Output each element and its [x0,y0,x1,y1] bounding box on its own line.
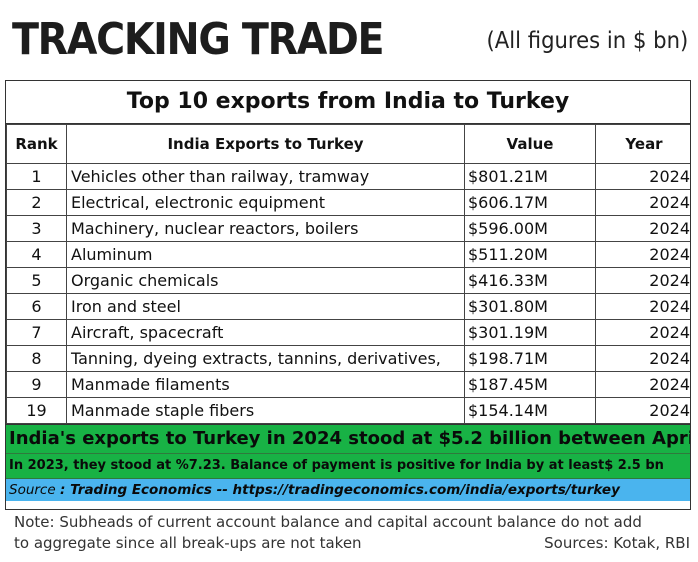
table-row: 4 Aluminum $511.20M 2024 [6,241,690,268]
value-cell: $198.71M [464,345,596,372]
year-cell: 2024 [595,293,690,320]
rank-cell: 2 [6,189,67,216]
export-name-cell: Vehicles other than railway, tramway [66,163,465,190]
rank-cell: 5 [6,267,67,294]
table-row: 5 Organic chemicals $416.33M 2024 [6,267,690,294]
export-name-cell: Electrical, electronic equipment [66,189,465,216]
year-cell: 2024 [595,345,690,372]
table-row: 2 Electrical, electronic equipment $606.… [6,189,690,216]
value-cell: $301.80M [464,293,596,320]
export-name-cell: Aircraft, spacecraft [66,319,465,346]
footnote: Note: Subheads of current account balanc… [14,512,690,554]
header: TRACKING TRADE (All figures in $ bn) [0,0,698,72]
value-cell: $801.21M [464,163,596,190]
year-cell: 2024 [595,189,690,216]
table-row: 19 Manmade staple fibers $154.14M 2024 [6,397,690,424]
source-band: Source : Trading Economics -- https://tr… [6,478,690,501]
footnote-sources: Sources: Kotak, RBI [544,534,690,552]
exports-table: Rank India Exports to Turkey Value Year … [6,124,690,424]
export-name-cell: Iron and steel [66,293,465,320]
value-cell: $596.00M [464,215,596,242]
value-cell: $416.33M [464,267,596,294]
units-label: (All figures in $ bn) [486,28,688,54]
footnote-note-continued: to aggregate since all break-ups are not… [14,534,362,552]
export-name-cell: Tanning, dyeing extracts, tannins, deriv… [66,345,465,372]
year-cell: 2024 [595,371,690,398]
table-row: 1 Vehicles other than railway, tramway $… [6,163,690,190]
export-name-cell: Organic chemicals [66,267,465,294]
rank-cell: 3 [6,215,67,242]
footnote-note: Note: Subheads of current account balanc… [14,513,642,531]
rank-cell: 4 [6,241,67,268]
year-cell: 2024 [595,215,690,242]
rank-cell: 1 [6,163,67,190]
page-title: TRACKING TRADE [12,14,385,65]
summary-band-balance: In 2023, they stood at %7.23. Balance of… [6,453,690,478]
column-header-year: Year [595,124,690,164]
value-cell: $301.19M [464,319,596,346]
year-cell: 2024 [595,397,690,424]
source-text: : Trading Economics -- https://tradingec… [59,482,620,498]
column-header-export: India Exports to Turkey [66,124,465,164]
value-cell: $606.17M [464,189,596,216]
summary-band-exports: India's exports to Turkey in 2024 stood … [6,424,690,453]
export-name-cell: Machinery, nuclear reactors, boilers [66,215,465,242]
column-header-value: Value [464,124,596,164]
table-row: 8 Tanning, dyeing extracts, tannins, der… [6,345,690,372]
export-name-cell: Manmade staple fibers [66,397,465,424]
rank-cell: 9 [6,371,67,398]
table-row: 3 Machinery, nuclear reactors, boilers $… [6,215,690,242]
exports-card: Top 10 exports from India to Turkey Rank… [5,80,691,510]
table-title: Top 10 exports from India to Turkey [6,81,690,124]
rank-cell: 6 [6,293,67,320]
rank-cell: 8 [6,345,67,372]
year-cell: 2024 [595,319,690,346]
rank-cell: 19 [6,397,67,424]
value-cell: $154.14M [464,397,596,424]
value-cell: $187.45M [464,371,596,398]
table-row: 7 Aircraft, spacecraft $301.19M 2024 [6,319,690,346]
year-cell: 2024 [595,241,690,268]
export-name-cell: Aluminum [66,241,465,268]
source-label: Source [9,482,60,498]
year-cell: 2024 [595,267,690,294]
export-name-cell: Manmade filaments [66,371,465,398]
table-header-row: Rank India Exports to Turkey Value Year [6,124,690,164]
year-cell: 2024 [595,163,690,190]
column-header-rank: Rank [6,124,67,164]
table-row: 6 Iron and steel $301.80M 2024 [6,293,690,320]
rank-cell: 7 [6,319,67,346]
value-cell: $511.20M [464,241,596,268]
table-row: 9 Manmade filaments $187.45M 2024 [6,371,690,398]
footnote-second-line: to aggregate since all break-ups are not… [14,533,690,554]
